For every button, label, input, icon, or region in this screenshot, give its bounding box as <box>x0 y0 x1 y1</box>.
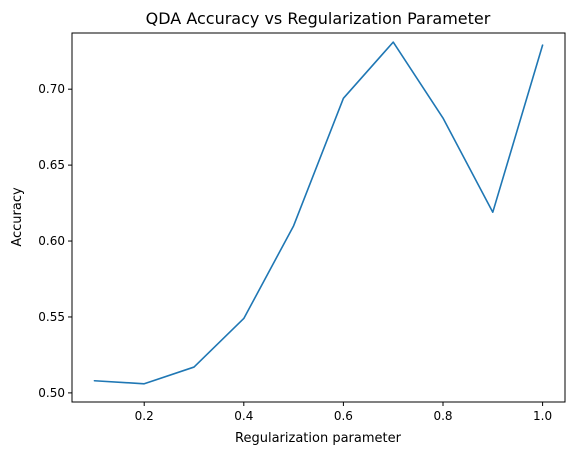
y-tick-label: 0.55 <box>38 310 65 324</box>
x-axis-label: Regularization parameter <box>235 431 402 446</box>
x-tick-label: 0.6 <box>334 409 353 423</box>
x-tick-label: 0.4 <box>234 409 253 423</box>
x-tick-label: 0.8 <box>433 409 452 423</box>
chart-title: QDA Accuracy vs Regularization Parameter <box>146 9 491 28</box>
plot-area <box>93 41 544 385</box>
x-tick-label: 1.0 <box>533 409 552 423</box>
y-tick-label: 0.65 <box>38 158 65 172</box>
y-tick-label: 0.50 <box>38 386 65 400</box>
y-tick-label: 0.70 <box>38 82 65 96</box>
axes-frame <box>71 32 566 403</box>
y-axis: 0.50 0.55 0.60 0.65 0.70 <box>38 82 72 400</box>
x-tick-label: 0.2 <box>135 409 154 423</box>
x-axis: 0.2 0.4 0.6 0.8 1.0 <box>135 402 552 423</box>
y-tick-label: 0.60 <box>38 234 65 248</box>
series-line-0 <box>93 41 544 385</box>
y-axis-label: Accuracy <box>10 187 25 247</box>
